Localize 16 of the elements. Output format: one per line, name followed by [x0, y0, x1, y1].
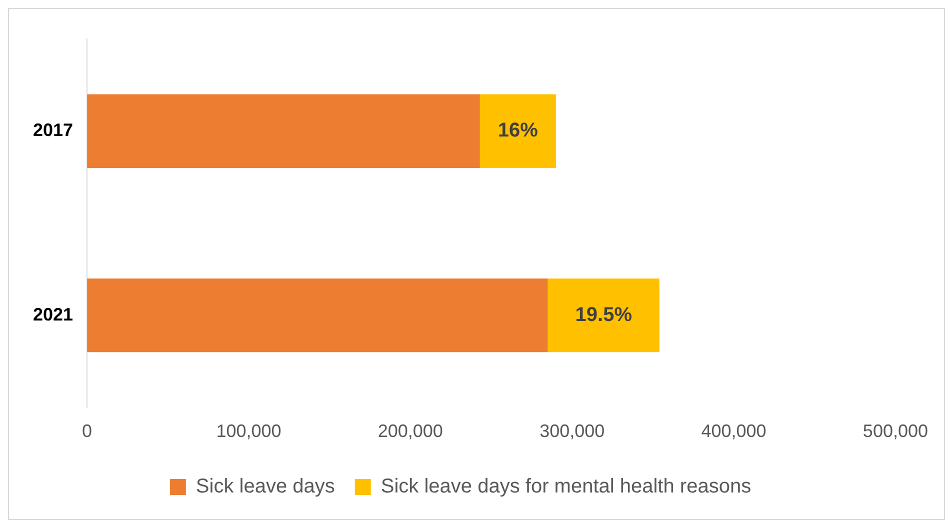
bar [87, 94, 480, 168]
bar [87, 278, 548, 352]
annotation: 19.5% [575, 304, 632, 326]
x-tick-label: 0 [82, 421, 92, 442]
y-tick-label: 2021 [32, 304, 74, 324]
legend-label: Sick leave days for mental health reasons [380, 476, 752, 498]
y-tick-label: 2017 [32, 120, 74, 140]
x-tick-label: 200,000 [378, 421, 443, 442]
x-tick-label: 300,000 [540, 421, 605, 442]
x-tick-label: 100,000 [216, 421, 282, 442]
bar [480, 94, 556, 168]
x-tick-label: 400,000 [701, 421, 766, 442]
legend-label: Sick leave days [196, 476, 335, 498]
annotation: 16% [498, 120, 538, 142]
bar [548, 278, 660, 352]
x-tick-label: 500,000 [862, 421, 928, 442]
